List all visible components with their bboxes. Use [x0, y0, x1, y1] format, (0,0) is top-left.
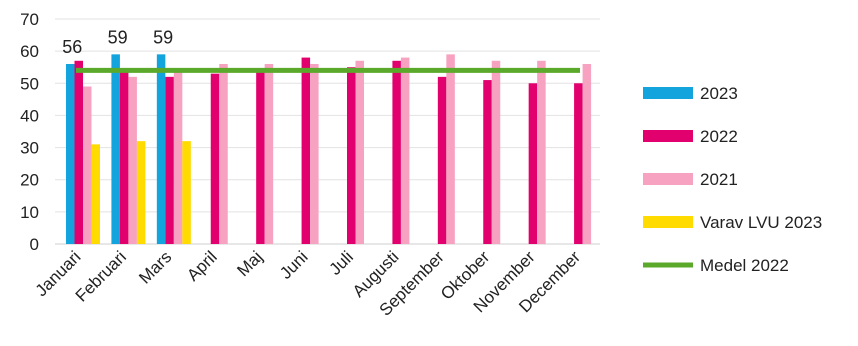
legend-label: 2023 — [700, 84, 738, 103]
legend: 2023 2022 2021 Varav LVU 2023 Medel 2022 — [643, 84, 822, 275]
bar — [128, 76, 137, 244]
bar — [400, 57, 410, 245]
bar — [219, 64, 228, 244]
legend-label: 2022 — [700, 127, 738, 146]
bar — [156, 54, 166, 244]
bar — [256, 70, 265, 244]
legend-swatch — [643, 130, 693, 142]
bar — [392, 60, 401, 245]
grid-lines — [55, 18, 600, 245]
bar — [582, 64, 592, 244]
bar — [91, 144, 100, 244]
y-tick-label: 40 — [20, 106, 39, 125]
y-tick-label: 0 — [30, 235, 39, 254]
y-tick-label: 60 — [20, 42, 39, 61]
legend-swatch — [643, 216, 693, 228]
x-category-label: Juni — [276, 247, 311, 282]
bar — [210, 73, 220, 245]
data-label: 59 — [108, 27, 128, 47]
y-tick-label: 50 — [20, 74, 39, 93]
data-label: 59 — [153, 27, 173, 47]
x-category-label: Juli — [326, 247, 357, 278]
legend-swatch — [643, 173, 693, 185]
y-axis-ticks: 0 10 20 30 40 50 60 70 — [20, 10, 39, 254]
bar — [355, 60, 364, 245]
bar — [119, 70, 129, 244]
bar — [483, 80, 492, 244]
bar — [310, 64, 319, 244]
legend-label: Varav LVU 2023 — [700, 213, 822, 232]
y-tick-label: 10 — [20, 203, 39, 222]
data-label: 56 — [62, 37, 82, 57]
bars — [66, 54, 592, 245]
data-labels: 56 59 59 — [62, 27, 173, 57]
bar — [66, 64, 75, 244]
y-tick-label: 70 — [20, 10, 39, 29]
bar — [173, 70, 183, 244]
bar — [83, 86, 92, 244]
bar — [491, 60, 501, 245]
bar — [301, 57, 311, 245]
bar — [437, 76, 447, 244]
bar — [74, 60, 83, 245]
bar — [446, 54, 455, 244]
y-tick-label: 20 — [20, 171, 39, 190]
bar — [537, 60, 546, 245]
bar — [347, 67, 356, 244]
legend-label: 2021 — [700, 170, 738, 189]
bar — [111, 54, 120, 244]
bar — [136, 141, 146, 244]
bar — [264, 64, 274, 244]
x-category-label: Maj — [233, 247, 266, 280]
x-category-label: Mars — [135, 247, 175, 287]
x-category-label: Februari — [72, 247, 130, 305]
y-tick-label: 30 — [20, 139, 39, 158]
bar — [165, 76, 174, 244]
legend-label: Medel 2022 — [700, 256, 789, 275]
bar — [182, 141, 191, 244]
x-category-label: April — [183, 247, 220, 284]
bar — [574, 83, 583, 245]
legend-swatch — [643, 87, 693, 99]
bar — [528, 83, 538, 245]
